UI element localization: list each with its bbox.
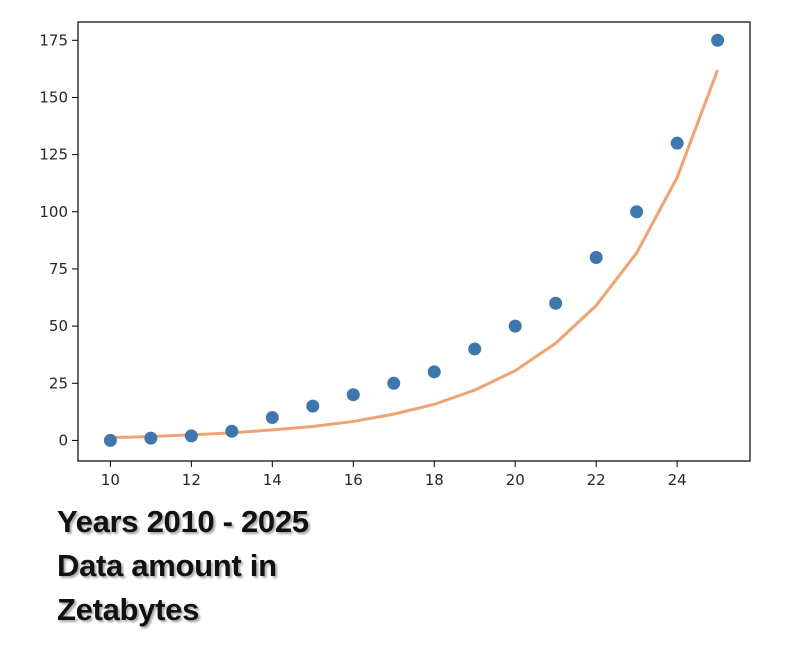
fit-line-layer: [110, 69, 720, 440]
y-tick-label: 0: [58, 431, 68, 449]
caption-line-3: Zetabytes: [57, 592, 200, 627]
caption-line-2: Data amount in: [57, 548, 277, 583]
data-point: [184, 429, 198, 443]
x-tick-label: 12: [182, 471, 201, 489]
data-point: [427, 365, 441, 379]
data-point: [265, 411, 279, 425]
chart: 0 25 50 75 100 125 150 175 10 12 14 16 18 20 22 24: [39, 21, 751, 489]
data-point: [144, 431, 158, 445]
y-tick-label: 50: [49, 317, 68, 335]
data-point: [670, 136, 684, 150]
y-tick-label: 150: [39, 88, 68, 106]
data-point: [306, 399, 320, 413]
x-tick-label: 10: [101, 471, 120, 489]
y-tick-label: 100: [39, 203, 68, 221]
data-point: [508, 319, 522, 333]
x-tick-label: 18: [425, 471, 444, 489]
x-tick-label: 14: [263, 471, 282, 489]
y-tick-label: 75: [49, 260, 68, 278]
x-axis-ticks: 10 12 14 16 18 20 22 24: [101, 461, 687, 489]
x-tick-label: 22: [587, 471, 606, 489]
data-point: [103, 433, 117, 447]
data-point: [225, 424, 239, 438]
y-tick-label: 175: [39, 31, 68, 49]
caption: Years 2010 - 2025 Data amount in Zetabyt…: [57, 500, 417, 632]
y-axis-ticks: 0 25 50 75 100 125 150 175: [39, 31, 78, 449]
points-layer: [103, 33, 725, 447]
x-tick-label: 24: [668, 471, 687, 489]
x-tick-label: 16: [344, 471, 363, 489]
data-point: [630, 205, 644, 219]
fit-line: [110, 69, 720, 440]
plot-frame: [77, 21, 751, 462]
data-point: [711, 33, 725, 47]
data-point: [549, 296, 563, 310]
y-tick-label: 25: [49, 374, 68, 392]
x-tick-label: 20: [506, 471, 525, 489]
caption-line-1: Years 2010 - 2025: [57, 504, 309, 539]
y-tick-label: 125: [39, 146, 68, 164]
data-point: [468, 342, 482, 356]
data-point: [589, 251, 603, 265]
data-point: [387, 376, 401, 390]
data-point: [346, 388, 360, 402]
